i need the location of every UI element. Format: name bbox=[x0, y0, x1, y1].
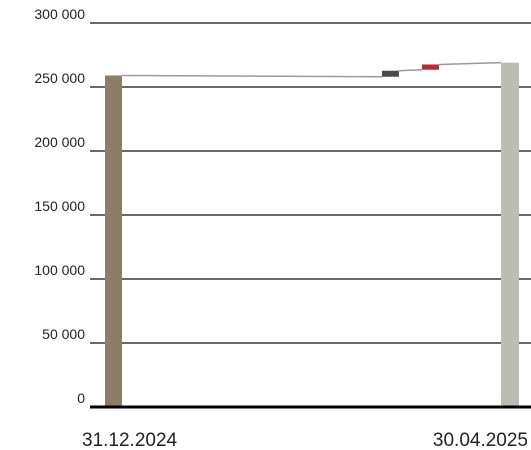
bar-end bbox=[501, 62, 519, 408]
x-label-start: 31.12.2024 bbox=[82, 430, 178, 450]
y-tick-label: 300 000 bbox=[34, 6, 85, 22]
y-tick-label: 200 000 bbox=[34, 134, 85, 150]
bar-step bbox=[382, 70, 399, 77]
y-tick-label: 50 000 bbox=[42, 326, 85, 342]
y-tick-label: 0 bbox=[77, 390, 85, 406]
bars bbox=[105, 62, 519, 408]
connector-line bbox=[121, 74, 383, 78]
bar-start bbox=[105, 75, 122, 407]
connectors bbox=[121, 61, 502, 78]
y-axis-ticks: 0 50 000 100 000 150 000 200 000 250 000 300 0… bbox=[34, 6, 85, 406]
gridlines bbox=[90, 22, 531, 344]
y-tick-label: 100 000 bbox=[34, 262, 85, 278]
x-label-end: 30.04.2025 bbox=[433, 430, 528, 450]
y-tick-label: 250 000 bbox=[34, 70, 85, 86]
connector-line bbox=[438, 61, 502, 66]
bar-step bbox=[422, 64, 439, 70]
connector-line bbox=[398, 68, 423, 72]
y-tick-label: 150 000 bbox=[34, 198, 85, 214]
